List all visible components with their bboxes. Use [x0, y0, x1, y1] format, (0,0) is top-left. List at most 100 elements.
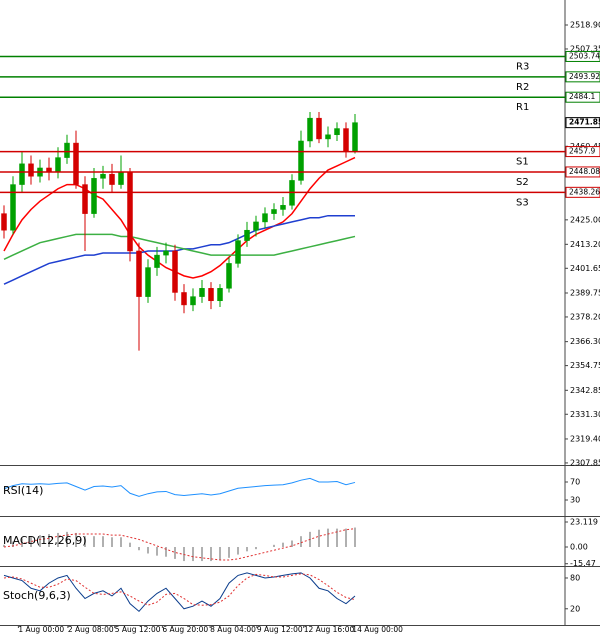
histogram-bar: [75, 532, 77, 547]
candle-body: [316, 117, 322, 140]
candle-body: [145, 267, 151, 297]
histogram-bar: [183, 547, 185, 562]
pivot-label: R2: [516, 82, 529, 93]
pivot-label: S1: [516, 157, 529, 168]
candle-body: [100, 173, 106, 179]
candle-body: [154, 254, 160, 268]
x-tick-label: 2 Aug 08:00: [68, 625, 114, 634]
price-box: [565, 186, 600, 198]
candle-body: [190, 296, 196, 306]
histogram-bar: [228, 547, 230, 558]
candle-body: [226, 263, 232, 289]
histogram-bar: [12, 541, 14, 547]
price-box-label: 2493.92: [569, 72, 600, 81]
y-tick-label: 2354.75: [570, 361, 600, 370]
candle-body: [82, 184, 88, 214]
y-tick-label: 2413.20: [570, 240, 600, 249]
candle-body: [91, 178, 97, 214]
candle-body: [136, 250, 142, 297]
moving-average: [3, 233, 356, 260]
histogram-bar: [165, 547, 167, 557]
y-tick-label: 23.119: [570, 518, 598, 527]
candle-body: [208, 288, 214, 302]
candle-body: [298, 140, 304, 181]
y-tick-label: 0.00: [570, 543, 588, 552]
x-tick-label: 1 Aug 00:00: [18, 625, 64, 634]
candle-body: [109, 173, 115, 185]
histogram-bar: [48, 534, 50, 547]
x-tick-label: 14 Aug 00:00: [352, 625, 403, 634]
histogram-bar: [66, 531, 68, 547]
y-tick-label: 2425.00: [570, 215, 600, 224]
y-tick-label: 2507.35: [570, 44, 600, 53]
histogram-bar: [255, 547, 257, 550]
histogram-bar: [174, 547, 176, 559]
histogram-bar: [120, 537, 122, 547]
price-box-label: 2448.08: [569, 167, 600, 176]
x-tick-label: 6 Aug 20:00: [162, 625, 208, 634]
candle-body: [1, 213, 7, 231]
histogram-bar: [138, 547, 140, 551]
histogram-bar: [30, 536, 32, 547]
candle-body: [28, 163, 34, 177]
candle-body: [172, 250, 178, 293]
histogram-bar: [246, 547, 248, 552]
pivot-label: R1: [516, 102, 529, 113]
moving-average: [3, 156, 356, 279]
indicator-line: [3, 572, 356, 613]
indicator-line: [3, 477, 356, 497]
histogram-bar: [282, 542, 284, 547]
candle-body: [181, 292, 187, 306]
candle-body: [217, 288, 223, 302]
indicator-line: [3, 573, 356, 606]
pivot-label: S3: [516, 197, 529, 208]
y-tick-label: 2331.30: [570, 410, 600, 419]
price-box: [565, 71, 600, 83]
candle-body: [199, 288, 205, 297]
price-box-label: 2484.1: [569, 92, 595, 101]
candle-body: [352, 122, 358, 152]
price-box-label: 2438.26: [569, 187, 600, 196]
panel-title: RSI(14): [3, 484, 43, 497]
histogram-bar: [300, 536, 302, 547]
histogram-bar: [84, 536, 86, 547]
histogram-bar: [210, 547, 212, 562]
x-tick-label: 9 Aug 12:00: [257, 625, 303, 634]
histogram-bar: [93, 536, 95, 547]
price-box: [565, 166, 600, 178]
y-tick-label: 80: [570, 573, 580, 582]
y-tick-label: 2319.40: [570, 434, 600, 443]
histogram-bar: [3, 544, 5, 547]
histogram-bar: [201, 547, 203, 562]
y-tick-label: -15.47: [570, 559, 596, 568]
y-tick-label: 30: [570, 496, 580, 505]
histogram-bar: [219, 547, 221, 560]
histogram-bar: [273, 544, 275, 547]
histogram-bar: [354, 527, 356, 547]
histogram-bar: [156, 547, 158, 556]
histogram-bar: [147, 547, 149, 554]
candle-body: [262, 213, 268, 223]
candle-body: [235, 240, 241, 264]
y-tick-label: 2366.30: [570, 337, 600, 346]
panel-title: Stoch(9,6,3): [3, 589, 71, 602]
pivot-label: S2: [516, 177, 529, 188]
histogram-bar: [57, 532, 59, 547]
histogram-bar: [345, 528, 347, 547]
price-box: [565, 91, 600, 103]
moving-average: [3, 214, 355, 285]
price-box-label: 2457.9: [569, 147, 595, 156]
panel-title: MACD(12,26,9): [3, 534, 87, 547]
histogram-bar: [327, 528, 329, 547]
price-box: [565, 146, 600, 158]
x-tick-label: 5 Aug 12:00: [115, 625, 161, 634]
candle-body: [55, 157, 61, 173]
histogram-bar: [192, 547, 194, 562]
candle-body: [253, 221, 259, 231]
candle-body: [325, 134, 331, 140]
histogram-bar: [318, 529, 320, 547]
candle-body: [127, 171, 133, 252]
price-box: [565, 50, 600, 62]
